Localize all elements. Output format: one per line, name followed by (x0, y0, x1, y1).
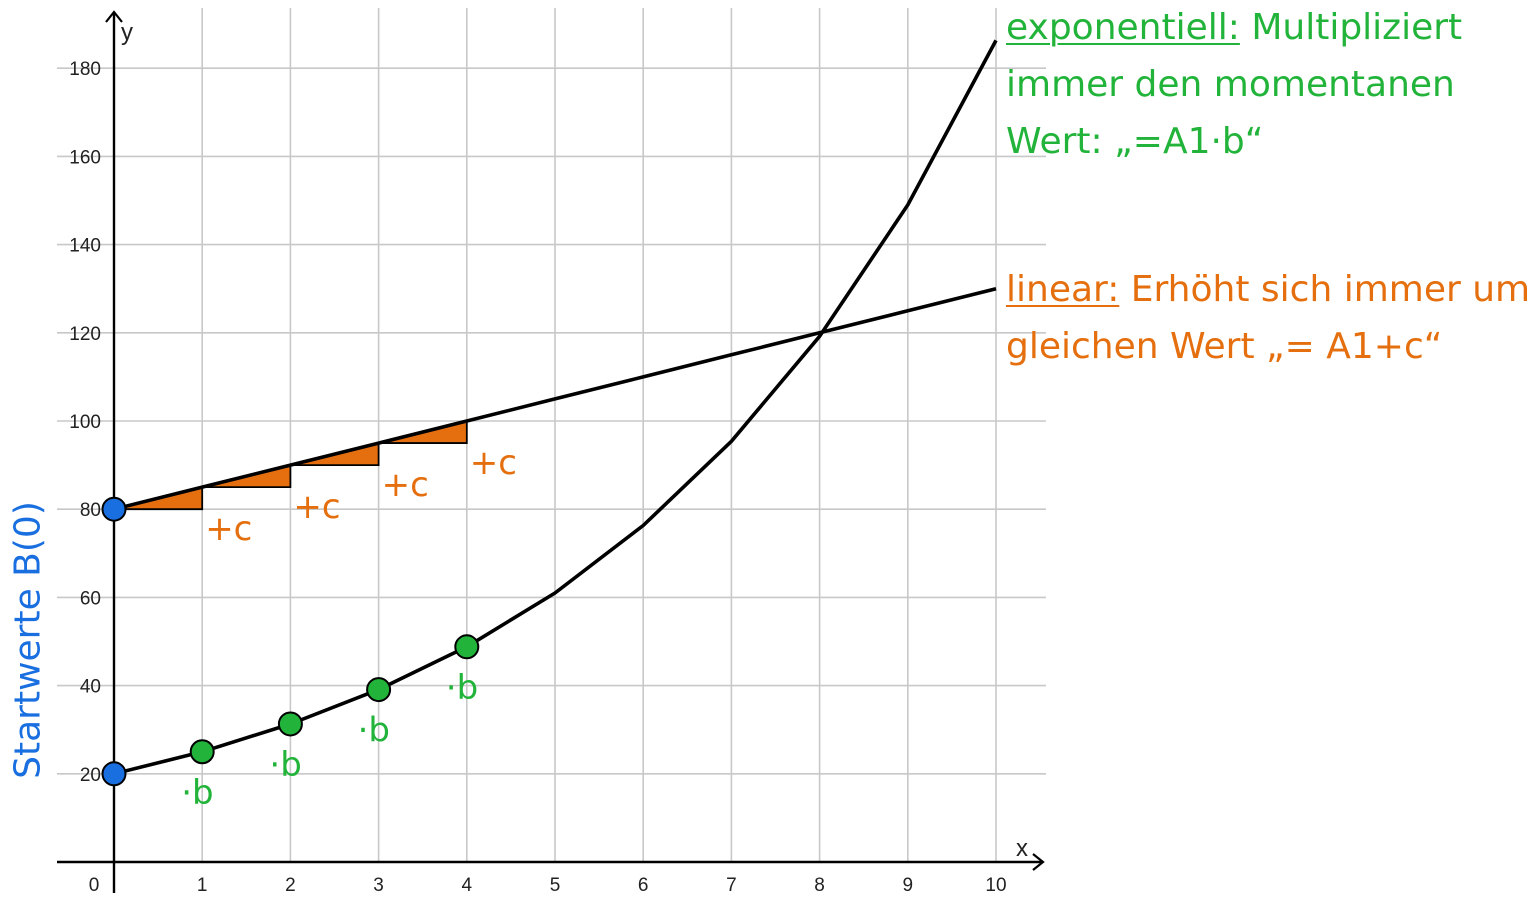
start-point (101, 496, 127, 522)
y-tick-label: 80 (80, 500, 101, 521)
linear-description: Erhöht sich immer um gleichen Wert „= A1… (1006, 269, 1531, 367)
labels: +c +c +c +c ·b ·b ·b ·b (181, 443, 517, 813)
data-point (366, 677, 392, 703)
y-tick-label: 140 (69, 236, 101, 257)
step-mul-label: ·b (358, 711, 390, 751)
y-tick-label: 160 (69, 147, 101, 168)
linear-keyword: linear: (1006, 269, 1120, 310)
x-tick-label: 6 (638, 875, 649, 896)
exponential-keyword: exponentiell: (1006, 7, 1240, 48)
y-tick-label: 40 (80, 677, 101, 698)
data-point (454, 634, 480, 660)
data-point (277, 711, 303, 737)
x-tick-label: 3 (373, 875, 384, 896)
x-tick-label: 10 (985, 875, 1006, 896)
exponential-annotation: exponentiell: Multipliziert immer den mo… (1006, 0, 1526, 170)
y-tick-label: 180 (69, 59, 101, 80)
points (101, 496, 480, 787)
y-axis-arrow (105, 10, 123, 23)
x-axis-arrow (1032, 853, 1045, 871)
series-line (113, 286, 997, 511)
data-point (189, 739, 215, 765)
start-point (101, 761, 127, 787)
start-values-label: Startwerte B(0) (7, 501, 49, 779)
step-mul-label: ·b (446, 668, 478, 708)
step-add-label: +c (470, 443, 517, 483)
y-tick-label: 60 (80, 588, 101, 609)
axes: 0 1 2 3 4 5 6 7 8 9 10 20 40 60 80 100 120 140 160 180 x y (57, 10, 1045, 896)
y-tick-label: 120 (69, 324, 101, 345)
step-mul-label: ·b (269, 745, 301, 785)
x-tick-label: 0 (89, 875, 100, 896)
y-tick-label: 20 (80, 765, 101, 786)
step-mul-label: ·b (181, 773, 213, 813)
x-tick-label: 4 (462, 875, 473, 896)
x-tick-label: 8 (814, 875, 825, 896)
y-axis-label: y (121, 19, 133, 46)
grid (57, 8, 1046, 862)
y-tick-label: 100 (69, 412, 101, 433)
x-tick-label: 1 (197, 875, 208, 896)
exponential-description: Multipliziert immer den momentanen Wert:… (1006, 7, 1463, 162)
x-tick-label: 7 (726, 875, 737, 896)
x-axis-label: x (1016, 835, 1028, 862)
x-tick-label: 5 (550, 875, 561, 896)
step-add-label: +c (293, 487, 340, 527)
step-add-label: +c (205, 509, 252, 549)
series-line (113, 39, 998, 776)
step-add-label: +c (382, 465, 429, 505)
x-tick-label: 2 (285, 875, 296, 896)
linear-annotation: linear: Erhöht sich immer um gleichen We… (1006, 261, 1532, 375)
x-tick-label: 9 (903, 875, 914, 896)
series (113, 39, 998, 776)
